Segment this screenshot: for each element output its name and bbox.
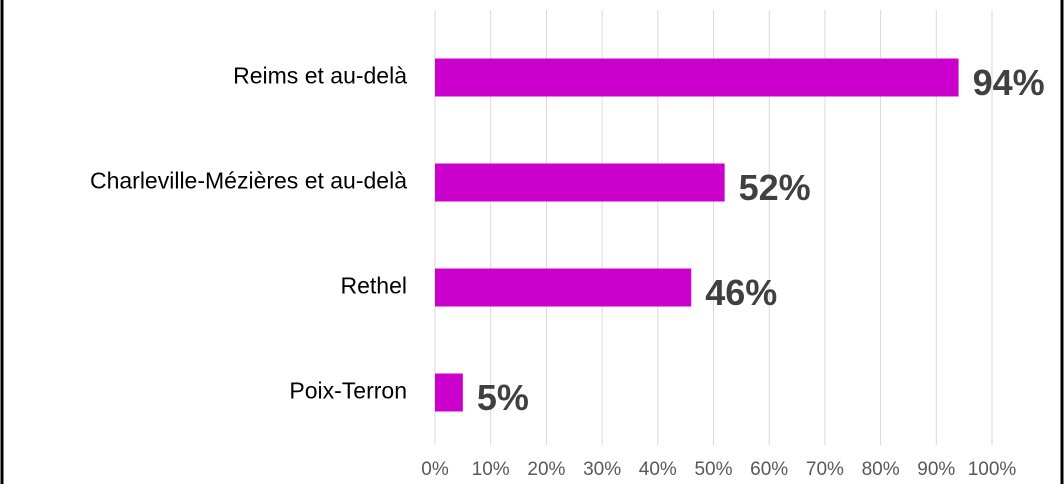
x-tick-label: 0%	[421, 459, 449, 480]
x-tick-label: 40%	[639, 459, 677, 480]
y-tick-label: Poix-Terron	[289, 378, 407, 404]
bar	[435, 373, 463, 412]
y-tick-label: Charleville-Mézières et au-delà	[90, 168, 407, 194]
value-label: 52%	[739, 167, 811, 208]
x-tick-label: 90%	[917, 459, 955, 480]
bar	[435, 58, 959, 97]
x-tick-label: 100%	[968, 459, 1017, 480]
value-label: 5%	[477, 377, 529, 418]
value-label: 46%	[705, 272, 777, 313]
x-tick-label: 30%	[583, 459, 621, 480]
x-tick-label: 60%	[750, 459, 788, 480]
y-tick-label: Reims et au-delà	[233, 63, 407, 89]
bar	[435, 268, 692, 307]
y-tick-label: Rethel	[341, 273, 407, 299]
bar	[435, 163, 725, 202]
x-tick-label: 50%	[694, 459, 732, 480]
value-label: 94%	[973, 62, 1045, 103]
x-tick-label: 10%	[472, 459, 510, 480]
x-tick-label: 80%	[862, 459, 900, 480]
x-tick-label: 70%	[806, 459, 844, 480]
x-tick-label: 20%	[527, 459, 565, 480]
